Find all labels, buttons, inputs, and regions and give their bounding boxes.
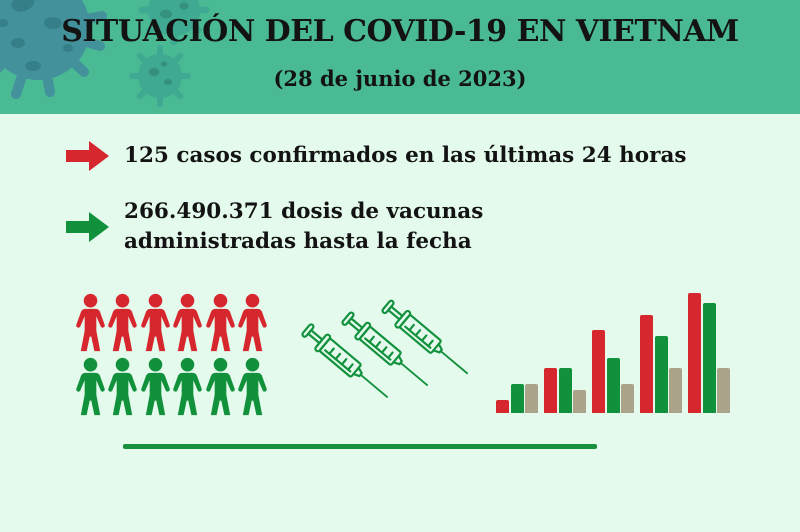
bar-green (702, 303, 716, 413)
divider-line (123, 444, 597, 449)
person-icon (205, 293, 235, 352)
bar-group (640, 315, 682, 413)
person-icon (141, 357, 170, 416)
people-row-red (74, 292, 268, 354)
confirmed-cases-text: 125 casos confirmados en las últimas 24 … (124, 143, 687, 168)
person-icon (173, 293, 203, 352)
syringe-icon (378, 299, 470, 383)
page-title: SITUACIÓN DEL COVID-19 EN VIETNAM (61, 14, 739, 49)
bar-red (592, 330, 605, 413)
arrow-right-icon (66, 212, 109, 242)
person-icon (238, 357, 267, 416)
virus-faint-bottom-icon (129, 45, 191, 107)
bar-tan (669, 368, 682, 413)
bar-red (688, 293, 701, 413)
person-icon (76, 357, 105, 416)
people-row-green (74, 356, 268, 418)
person-icon (141, 293, 170, 352)
page-subtitle: (28 de junio de 2023) (273, 66, 527, 91)
bar-red (640, 315, 653, 413)
vaccination-bar-chart (496, 292, 730, 413)
bar-tan (573, 390, 586, 413)
bar-green (510, 384, 524, 413)
bar-tan (621, 384, 634, 413)
people-pictogram (74, 292, 268, 418)
person-icon (205, 357, 235, 416)
bar-group (496, 384, 538, 413)
person-icon (108, 357, 138, 416)
virus-big-icon (0, 0, 107, 99)
person-icon (238, 293, 267, 352)
virus-faint-top-icon (138, 0, 210, 46)
vaccine-doses-text: 266.490.371 dosis de vacunas administrad… (124, 199, 484, 254)
bar-green (606, 358, 620, 413)
bar-group (688, 293, 730, 413)
person-icon (108, 293, 138, 352)
bar-red (496, 400, 509, 413)
arrow-right-icon (66, 141, 109, 171)
person-icon (76, 293, 105, 352)
bar-red (544, 368, 557, 413)
bullet-confirmed-cases: 125 casos confirmados en las últimas 24 … (66, 140, 686, 172)
bullet-vaccine-doses: 266.490.371 dosis de vacunas administrad… (66, 197, 629, 257)
bar-tan (525, 384, 538, 413)
syringes-icon (298, 299, 470, 406)
bar-tan (717, 368, 730, 413)
virus-icons (0, 0, 210, 107)
bar-green (654, 336, 668, 413)
person-icon (173, 357, 203, 416)
bar-green (558, 368, 572, 413)
bar-group (544, 368, 586, 413)
header-banner: SITUACIÓN DEL COVID-19 EN VIETNAM (28 de… (0, 0, 800, 114)
bar-group (592, 330, 634, 413)
